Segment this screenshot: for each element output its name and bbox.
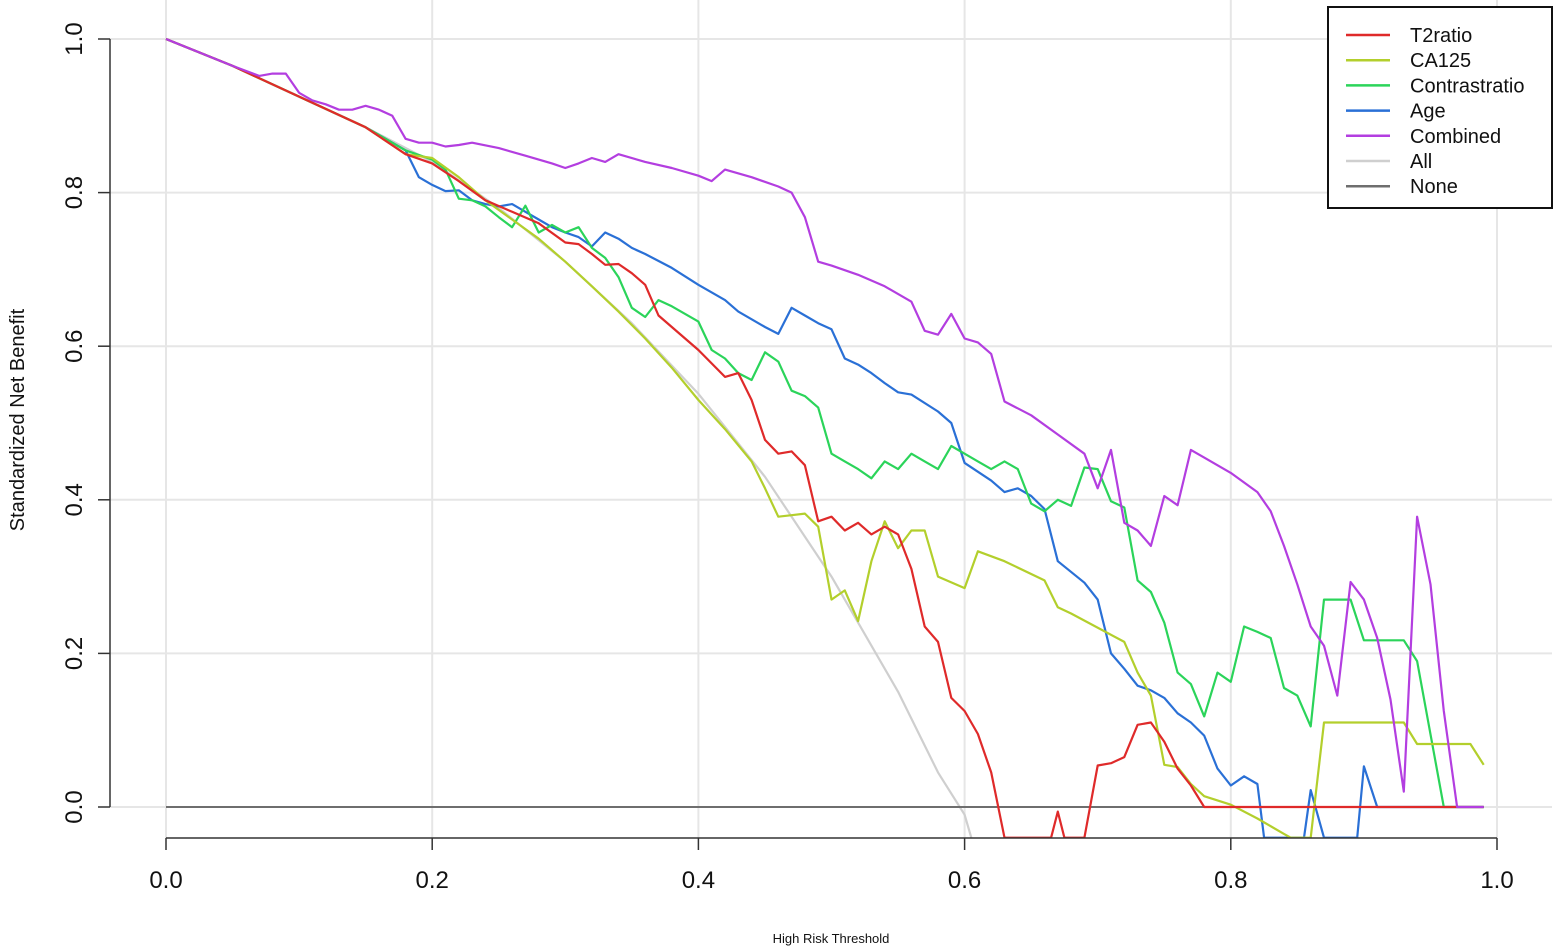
legend: T2ratio CA125 Contrastratio Age Combined All N… — [1327, 6, 1553, 209]
y-tick-label: 1.0 — [61, 22, 88, 55]
y-tick-label: 0.4 — [61, 483, 88, 516]
x-axis-title: High Risk Threshold — [773, 931, 890, 946]
x-tick-label: 0.2 — [416, 867, 449, 894]
series-line-age — [165, 37, 1484, 838]
y-tick-label: 0.2 — [61, 637, 88, 670]
legend-label-none: None — [1410, 176, 1458, 198]
y-tick-label: 0.6 — [61, 330, 88, 363]
legend-label-contrastratio: Contrastratio — [1410, 75, 1525, 97]
series-line-contrastratio — [165, 37, 1484, 809]
legend-label-age: Age — [1410, 101, 1446, 123]
y-tick-label: 0.8 — [61, 176, 88, 209]
series-line-ca125 — [165, 37, 1485, 838]
series-line-combined — [165, 37, 1484, 809]
legend-label-combined: Combined — [1410, 126, 1501, 148]
x-tick-label: 0.8 — [1214, 867, 1247, 894]
y-tick-label: 0.0 — [61, 790, 88, 823]
y-axis-title: Standardized Net Benefit — [7, 308, 29, 531]
series-line-t2ratio — [165, 37, 1484, 838]
legend-box — [1327, 6, 1553, 209]
x-tick-label: 0.0 — [149, 867, 182, 894]
series-lines — [165, 37, 1485, 838]
legend-label-ca125: CA125 — [1410, 50, 1471, 72]
x-tick-label: 0.6 — [948, 867, 981, 894]
legend-label-all: All — [1410, 151, 1432, 173]
axes: 0.0 0.2 0.4 0.6 0.8 1.0 0.0 0.2 0.4 0.6 0.8 1.0 — [61, 22, 1514, 894]
series-line-all — [165, 37, 973, 838]
x-tick-label: 0.4 — [682, 867, 715, 894]
x-tick-label: 1.0 — [1480, 867, 1513, 894]
legend-label-t2ratio: T2ratio — [1410, 25, 1472, 47]
